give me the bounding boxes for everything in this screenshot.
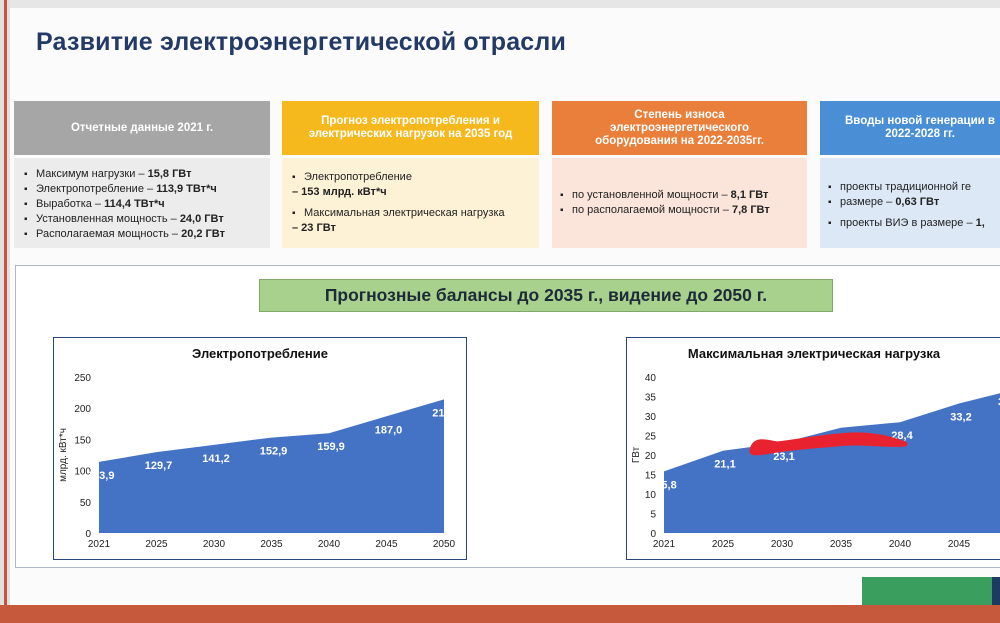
window-left-border [0,0,10,623]
data-label: 23,1 [773,451,794,463]
forecast-list: Электропотребление– 153 млрд. кВт*ч Макс… [292,170,539,236]
data-label: 3 [998,397,1000,409]
data-label: 33,2 [950,412,971,424]
y-tick-label: 150 [74,435,91,446]
list-item: Электропотребление– 153 млрд. кВт*ч [292,170,539,200]
data-label: 129,7 [145,460,173,472]
chart-max-load: Максимальная электрическая нагрузка 0 5 10… [626,337,1000,560]
x-tick-label: 2035 [260,539,283,550]
y-tick-label: 20 [645,451,657,462]
list-item: Электропотребление – 113,9 ТВт*ч [24,182,270,197]
generation-list: проекты традиционной ге размере – 0,63 Г… [828,180,1000,231]
area-series [664,393,1000,533]
data-label: 141,2 [202,453,230,465]
window-top-border [0,0,1000,8]
y-axis-label: млрд. кВт*ч [58,428,69,482]
x-tick-label: 2030 [771,539,794,550]
y-tick-label: 5 [650,510,656,521]
list-item: Установленная мощность – 24,0 ГВт [24,212,270,227]
y-tick-label: 0 [85,529,91,540]
data-label: 21,1 [714,459,735,471]
data-label: 214,1 [432,407,460,419]
y-tick-label: 10 [645,490,657,501]
area-series [99,399,444,533]
page-title: Развитие электроэнергетической отрасли [36,28,567,56]
data-label: 187,0 [375,424,403,436]
data-label: 15,8 [655,479,676,491]
column-header-label: Степень износа электроэнергетического об… [595,108,764,147]
x-tick-label: 2025 [145,539,168,550]
column-header-label: Вводы новой генерации в 2022-2028 гг. [844,115,995,140]
y-tick-label: 30 [645,412,657,423]
list-item: проекты ВИЭ в размере – 1, [828,216,1000,231]
y-axis-label: ГВт [631,446,642,463]
x-tick-label: 2021 [653,539,676,550]
column-body-report-2021: Максимум нагрузки – 15,8 ГВт Электропотр… [14,158,270,248]
window-bottom-border [0,605,1000,623]
data-label: 159,9 [317,441,345,453]
chart-title: Максимальная электрическая нагрузка [687,346,941,361]
list-item: Выработка – 114,4 ТВт*ч [24,197,270,212]
column-body-forecast-2035: Электропотребление– 153 млрд. кВт*ч Макс… [282,158,539,248]
x-tick-label: 2040 [889,539,912,550]
column-header-forecast-2035: Прогноз электропотребления и электрическ… [282,101,539,155]
data-label: 113,9 [88,470,115,482]
chart-title: Электропотребление [192,346,328,361]
y-tick-label: 40 [645,373,657,384]
chart-consumption: Электропотребление 0 50 100 150 200 250 2021 20… [53,337,467,560]
consumption-chart-svg: 0 50 100 150 200 250 2021 2025 2030 2035 2040 2045 2… [58,373,460,550]
y-tick-label: 250 [74,373,91,384]
y-tick-label: 0 [650,529,656,540]
y-tick-label: 35 [645,393,657,404]
y-tick-label: 50 [80,498,92,509]
x-tick-label: 2050 [433,539,456,550]
list-item: проекты традиционной ге [828,180,1000,195]
x-tick-label: 2035 [830,539,853,550]
x-tick-label: 2021 [88,539,111,550]
column-header-report-2021: Отчетные данные 2021 г. [14,101,270,155]
column-body-equipment-wear: по установленной мощности – 8,1 ГВт по р… [552,158,807,248]
x-tick-label: 2030 [203,539,226,550]
red-scribble-annotation [749,432,908,456]
list-item: по располагаемой мощности – 7,8 ГВт [560,203,807,218]
y-tick-label: 200 [74,404,91,415]
balance-title: Прогнозные балансы до 2035 г., видение д… [259,279,833,312]
column-header-label: Отчетные данные 2021 г. [70,121,214,134]
list-item: Максимальная электрическая нагрузка– 23 … [292,206,539,236]
x-tick-label: 2045 [375,539,398,550]
x-tick-label: 2040 [318,539,341,550]
wear-list: по установленной мощности – 8,1 ГВт по р… [560,188,807,218]
y-tick-label: 15 [645,471,657,482]
column-header-equipment-wear: Степень износа электроэнергетического об… [552,101,807,155]
x-tick-label: 2045 [948,539,971,550]
list-item: Располагаемая мощность – 20,2 ГВт [24,227,270,242]
column-header-label: Прогноз электропотребления и электрическ… [308,115,513,140]
y-tick-label: 100 [74,467,91,478]
list-item: по установленной мощности – 8,1 ГВт [560,188,807,203]
column-body-new-generation: проекты традиционной ге размере – 0,63 Г… [820,158,1000,248]
list-item: размере – 0,63 ГВт [828,195,1000,210]
footer-green-block [862,577,992,605]
footer-navy-block [992,577,1000,605]
report-list: Максимум нагрузки – 15,8 ГВт Электропотр… [24,167,270,242]
list-item: Максимум нагрузки – 15,8 ГВт [24,167,270,182]
x-tick-label: 2025 [712,539,735,550]
column-header-new-generation: Вводы новой генерации в 2022-2028 гг. [820,101,1000,155]
y-tick-label: 25 [645,432,657,443]
data-label: 152,9 [260,446,288,458]
